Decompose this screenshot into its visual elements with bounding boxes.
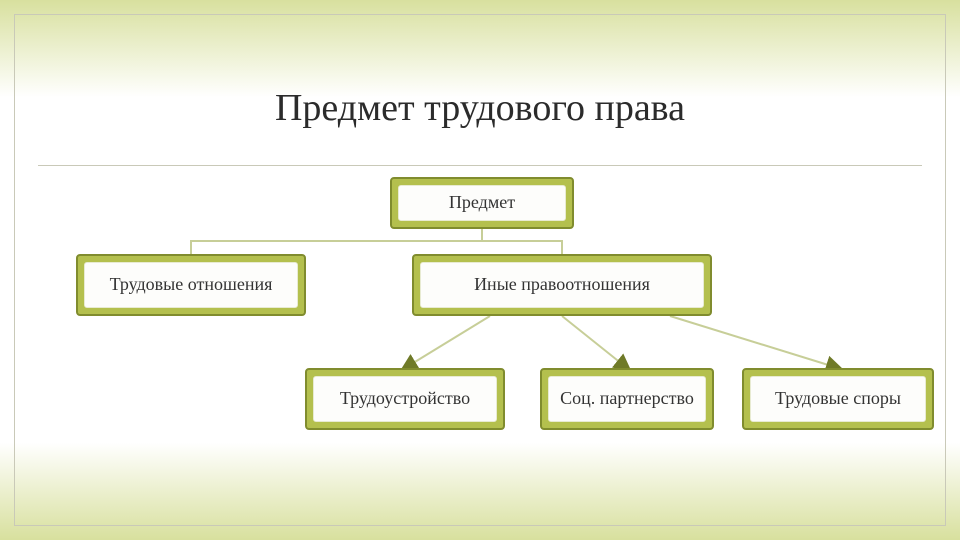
node-root: Предмет bbox=[390, 177, 574, 229]
node-child-1-label: Трудоустройство bbox=[313, 376, 497, 422]
node-right: Иные правоотношения bbox=[412, 254, 712, 316]
node-child-1: Трудоустройство bbox=[305, 368, 505, 430]
slide-title: Предмет трудового права bbox=[0, 86, 960, 130]
node-child-2: Соц. партнерство bbox=[540, 368, 714, 430]
node-child-2-label: Соц. партнерство bbox=[548, 376, 706, 422]
node-child-3: Трудовые споры bbox=[742, 368, 934, 430]
node-root-label: Предмет bbox=[398, 185, 566, 221]
node-child-3-label: Трудовые споры bbox=[750, 376, 926, 422]
node-left-label: Трудовые отношения bbox=[84, 262, 298, 308]
node-right-label: Иные правоотношения bbox=[420, 262, 704, 308]
title-divider bbox=[38, 165, 922, 166]
node-left: Трудовые отношения bbox=[76, 254, 306, 316]
